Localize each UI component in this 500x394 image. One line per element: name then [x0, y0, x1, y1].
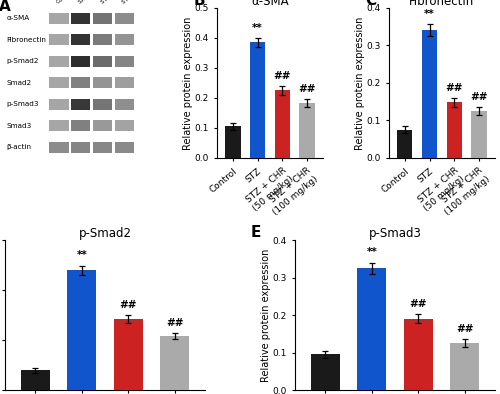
Title: α-SMA: α-SMA [251, 0, 288, 8]
Y-axis label: Relative protein expression: Relative protein expression [182, 16, 192, 149]
Bar [49, 13, 68, 24]
Text: **: ** [424, 9, 435, 19]
Text: ##: ## [456, 324, 473, 334]
Bar [250, 42, 265, 158]
Text: Smad3: Smad3 [6, 123, 32, 129]
Bar [114, 56, 134, 67]
Text: ##: ## [298, 84, 316, 94]
Text: E: E [251, 225, 262, 240]
Title: p-Smad2: p-Smad2 [78, 227, 132, 240]
Bar [49, 56, 68, 67]
Text: B: B [194, 0, 205, 8]
Bar [397, 130, 412, 158]
Bar [92, 77, 112, 88]
Bar [70, 141, 90, 153]
Bar [114, 13, 134, 24]
Bar [70, 56, 90, 67]
Bar [68, 270, 96, 390]
Text: ##: ## [274, 71, 291, 80]
Bar [300, 103, 314, 158]
Bar [49, 120, 68, 132]
Bar [70, 13, 90, 24]
Bar [70, 77, 90, 88]
Bar [70, 34, 90, 45]
Bar [114, 34, 134, 45]
Bar [92, 120, 112, 132]
Bar [160, 336, 189, 390]
Text: STZ+ 100 mg/kg CHR: STZ+ 100 mg/kg CHR [122, 0, 177, 5]
Bar [225, 126, 240, 158]
Bar [472, 111, 486, 158]
Text: **: ** [252, 22, 263, 33]
Text: ##: ## [470, 92, 488, 102]
Bar [114, 120, 134, 132]
Bar [446, 102, 462, 158]
Bar [422, 30, 437, 158]
Text: ##: ## [166, 318, 184, 328]
Bar [92, 98, 112, 110]
Text: STZ+ 50 mg/kg CHR: STZ+ 50 mg/kg CHR [100, 0, 152, 5]
Text: **: ** [366, 247, 377, 257]
Text: **: ** [76, 251, 87, 260]
Text: Smad2: Smad2 [6, 80, 32, 86]
Text: p-Smad3: p-Smad3 [6, 101, 39, 107]
Bar [114, 141, 134, 153]
Title: Fibronectin: Fibronectin [410, 0, 474, 8]
Text: ##: ## [410, 299, 427, 309]
Bar [274, 90, 290, 158]
Bar [49, 34, 68, 45]
Text: p-Smad2: p-Smad2 [6, 58, 39, 64]
Bar [450, 343, 479, 390]
Bar [70, 98, 90, 110]
Text: α-SMA: α-SMA [6, 15, 30, 21]
Text: Control: Control [56, 0, 76, 5]
Y-axis label: Relative protein expression: Relative protein expression [354, 16, 364, 149]
Bar [311, 355, 340, 390]
Bar [49, 98, 68, 110]
Bar [21, 370, 50, 390]
Text: Fibronectin: Fibronectin [6, 37, 46, 43]
Bar [92, 56, 112, 67]
Text: A: A [0, 0, 11, 14]
Text: C: C [366, 0, 376, 8]
Title: p-Smad3: p-Smad3 [368, 227, 422, 240]
Bar [114, 98, 134, 110]
Bar [114, 319, 142, 390]
Bar [49, 77, 68, 88]
Bar [404, 319, 432, 390]
Text: STZ: STZ [78, 0, 90, 5]
Bar [70, 120, 90, 132]
Bar [114, 77, 134, 88]
Text: β-actin: β-actin [6, 144, 32, 150]
Bar [92, 141, 112, 153]
Bar [49, 141, 68, 153]
Text: ##: ## [446, 83, 463, 93]
Text: ##: ## [120, 300, 137, 310]
Bar [358, 268, 386, 390]
Bar [92, 34, 112, 45]
Bar [92, 13, 112, 24]
Y-axis label: Relative protein expression: Relative protein expression [261, 249, 271, 382]
